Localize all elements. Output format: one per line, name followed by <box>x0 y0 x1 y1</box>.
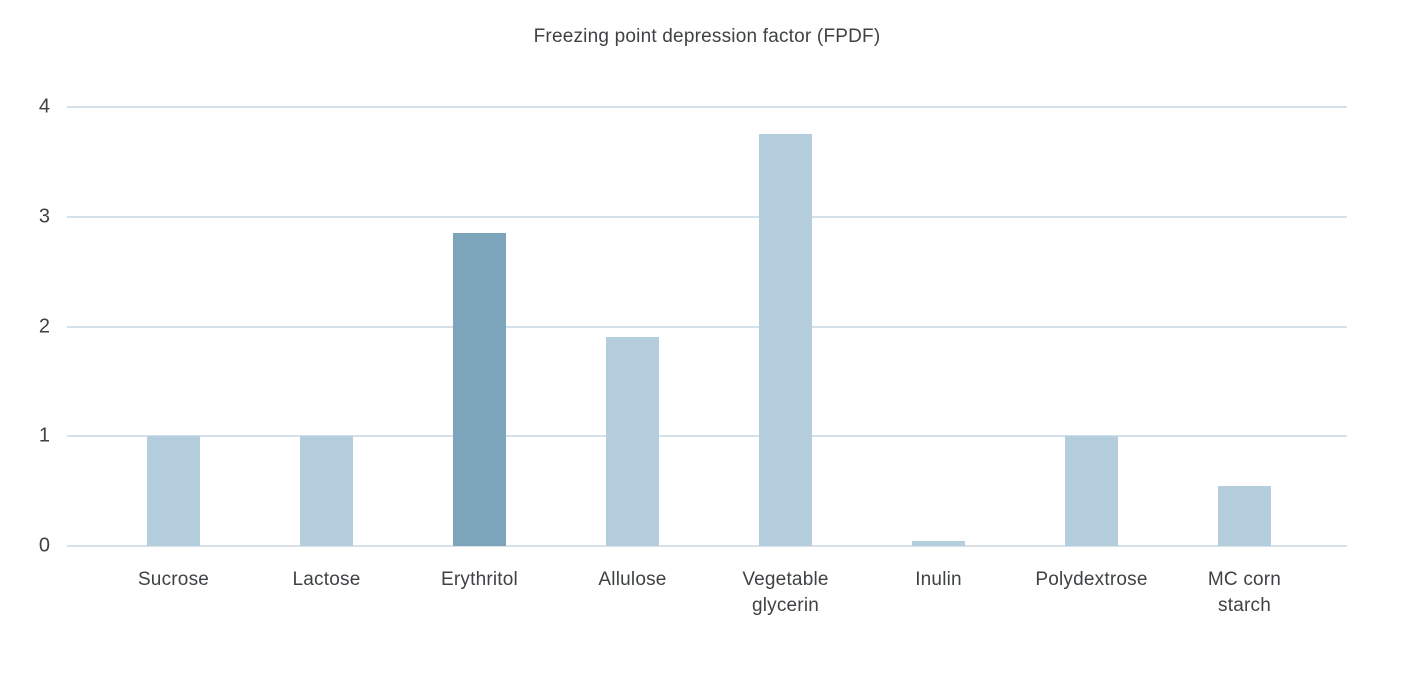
x-axis-category-label-1: Lactose <box>292 569 361 590</box>
bar-lactose <box>300 436 353 546</box>
gridline-y2 <box>67 325 1347 328</box>
chart-title: Freezing point depression factor (FPDF) <box>533 26 881 47</box>
gridline-y4 <box>67 106 1347 108</box>
bar-slot-0 <box>97 107 250 546</box>
y-axis-tick-label-1: 1 <box>38 424 50 447</box>
x-axis-category-label-6: Polydextrose <box>1035 569 1148 590</box>
bar-slot-6 <box>1015 107 1168 546</box>
x-axis-category-label-7: MC corn starch <box>1207 569 1282 616</box>
y-axis: 0 1 2 3 4 <box>0 96 50 557</box>
bar-slot-7 <box>1168 107 1321 546</box>
y-axis-tick-label-4: 4 <box>38 95 50 118</box>
y-axis-tick-label-0: 0 <box>38 534 50 557</box>
bar-slot-2 <box>403 107 556 546</box>
x-axis-category-label-0: Sucrose <box>137 569 210 590</box>
bar-inulin <box>912 540 965 546</box>
x-axis-category-label-2: Erythritol <box>441 569 518 590</box>
bar-slot-4 <box>709 107 862 546</box>
bar-erythritol <box>453 233 506 546</box>
x-axis: Sucrose Lactose Erythritol Allulose Vegetabl… <box>67 567 1347 619</box>
bars-row <box>67 107 1347 546</box>
y-axis-tick-label-3: 3 <box>38 205 50 228</box>
bar-slot-5 <box>862 107 1015 546</box>
bar-sucrose <box>147 436 200 546</box>
bar-slot-3 <box>556 107 709 546</box>
bar-slot-1 <box>250 107 403 546</box>
bar-polydextrose <box>1065 436 1118 546</box>
x-axis-category-label-3: Allulose <box>598 569 667 590</box>
gridline-y3 <box>67 215 1347 218</box>
bar-allulose <box>606 337 659 546</box>
gridline-y1 <box>67 435 1347 438</box>
x-axis-category-label-4: Vegetable glycerin <box>742 569 829 616</box>
bar-mc-corn-starch <box>1218 485 1271 546</box>
y-axis-tick-label-2: 2 <box>38 315 50 337</box>
bar-vegetable-glycerin <box>759 134 812 546</box>
x-axis-category-label-5: Inulin <box>915 569 962 590</box>
x-axis-baseline <box>67 545 1347 547</box>
plot-area <box>67 106 1347 547</box>
